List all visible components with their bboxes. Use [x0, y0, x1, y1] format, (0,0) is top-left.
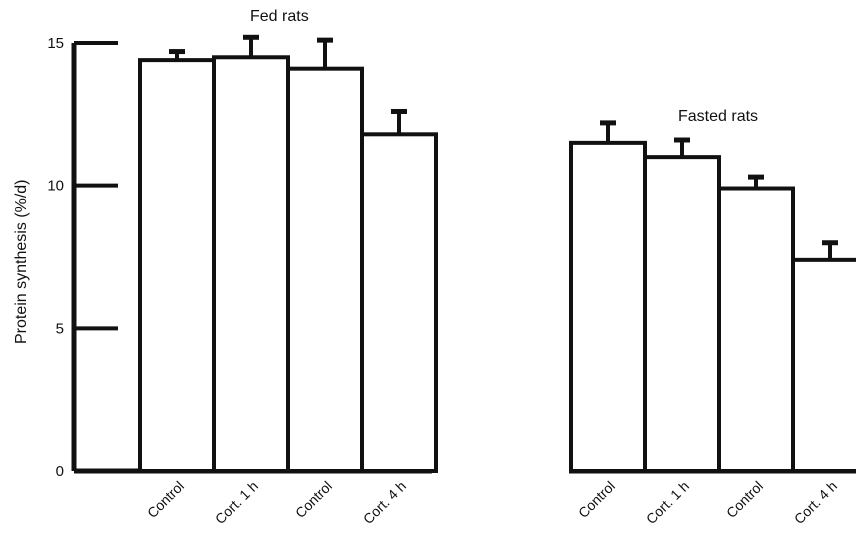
bar [717, 186, 795, 474]
x-tick-label: Control [144, 478, 187, 521]
x-tick-label: Cort. 4 h [791, 478, 840, 527]
bar [286, 66, 364, 474]
x-tick-label: Cort. 1 h [643, 478, 692, 527]
x-tick-label: Cort. 1 h [212, 478, 261, 527]
bar [643, 155, 721, 473]
bar [212, 55, 290, 474]
x-tick-label: Cort. 4 h [360, 478, 409, 527]
y-axis-label: Protein synthesis (%/d) [13, 179, 30, 344]
bar [791, 257, 856, 473]
y-tick-label: 10 [47, 178, 64, 195]
fasted-rats-title: Fasted rats [678, 108, 759, 125]
y-tick-label: 0 [56, 463, 64, 480]
fed-rats-title: Fed rats [250, 8, 309, 25]
x-tick-label: Control [575, 478, 618, 521]
x-tick-label: Control [292, 478, 335, 521]
bar [569, 140, 647, 473]
y-tick-label: 15 [47, 35, 64, 52]
bar [138, 58, 216, 474]
x-tick-label: Control [723, 478, 766, 521]
y-tick-label: 5 [56, 320, 64, 337]
bar [360, 132, 438, 473]
